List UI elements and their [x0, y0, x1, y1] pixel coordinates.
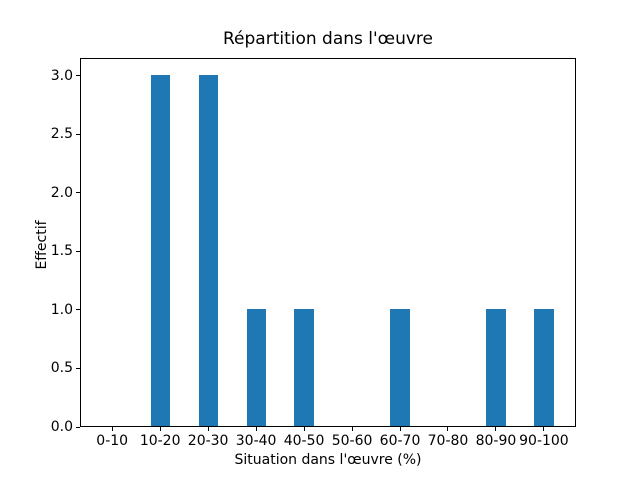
bar-40-50: [294, 308, 314, 426]
y-tick-label: 0.5: [50, 360, 73, 377]
y-tick-mark: [76, 192, 80, 194]
x-tick-label: 50-60: [331, 433, 373, 449]
x-tick-mark: [255, 427, 257, 431]
y-tick-label: 2.0: [50, 184, 73, 201]
y-axis-label: Effectif: [34, 220, 50, 270]
y-tick-mark: [76, 250, 80, 252]
x-tick-mark: [351, 427, 353, 431]
x-tick-mark: [159, 427, 161, 431]
x-tick-mark: [447, 427, 449, 431]
x-tick-label: 20-30: [187, 433, 229, 449]
plot-area: [80, 58, 576, 427]
x-tick-mark: [399, 427, 401, 431]
bar-80-90: [486, 308, 506, 426]
x-tick-label: 40-50: [283, 433, 325, 449]
y-tick-label: 1.0: [50, 301, 73, 318]
y-tick-mark: [76, 75, 80, 77]
x-tick-label: 70-80: [427, 433, 469, 449]
bar-60-70: [390, 308, 410, 426]
bar-20-30: [198, 74, 218, 426]
x-tick-label: 30-40: [235, 433, 277, 449]
y-tick-mark: [76, 133, 80, 135]
x-axis-label: Situation dans l'œuvre (%): [234, 452, 422, 468]
x-tick-label: 0-10: [96, 433, 129, 449]
x-tick-mark: [111, 427, 113, 431]
x-tick-mark: [303, 427, 305, 431]
x-tick-mark: [543, 427, 545, 431]
x-tick-mark: [207, 427, 209, 431]
y-tick-label: 2.5: [50, 126, 73, 143]
y-tick-mark: [76, 426, 80, 428]
bar-30-40: [246, 308, 266, 426]
x-tick-mark: [495, 427, 497, 431]
x-tick-label: 90-100: [519, 433, 569, 449]
x-tick-label: 60-70: [379, 433, 421, 449]
bar-10-20: [150, 74, 170, 426]
y-tick-label: 3.0: [50, 67, 73, 84]
x-tick-label: 80-90: [475, 433, 517, 449]
chart-title: Répartition dans l'œuvre: [222, 29, 433, 49]
y-tick-label: 1.5: [50, 243, 73, 260]
y-tick-mark: [76, 367, 80, 369]
y-tick-mark: [76, 309, 80, 311]
bar-90-100: [534, 308, 554, 426]
x-tick-label: 10-20: [139, 433, 181, 449]
y-tick-label: 0.0: [50, 419, 73, 435]
